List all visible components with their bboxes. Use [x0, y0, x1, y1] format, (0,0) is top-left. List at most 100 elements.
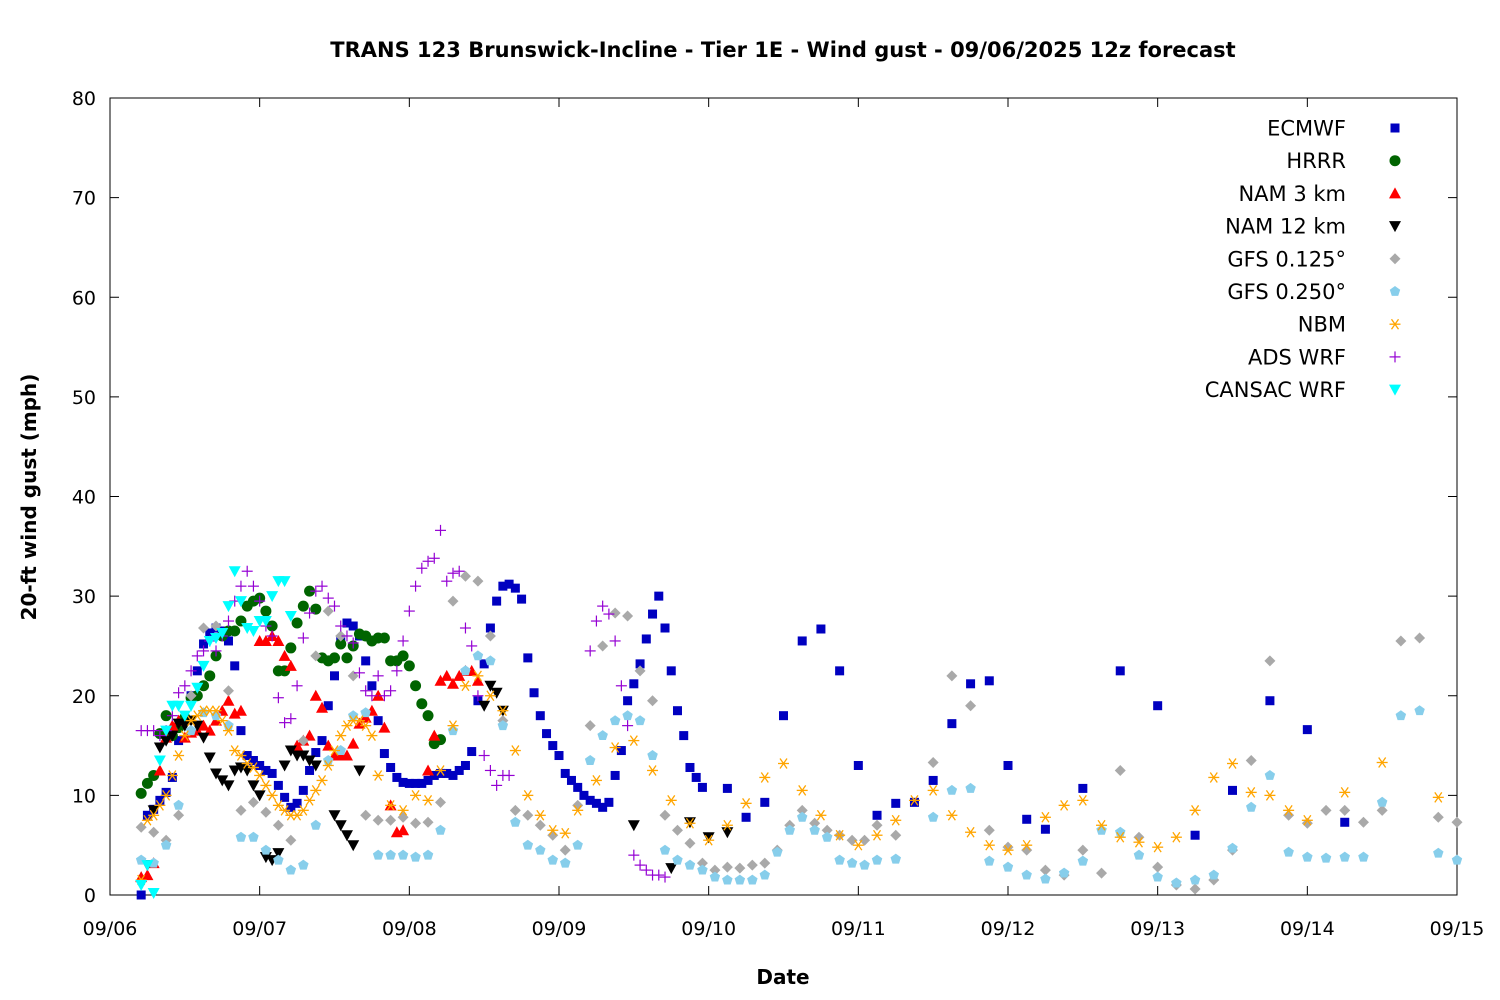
nam-3-km-point	[259, 634, 272, 646]
legend-item-ads-wrf: ADS WRF	[1248, 345, 1401, 369]
ads-wrf-point	[241, 565, 253, 577]
gfs-0-125-point	[709, 864, 721, 876]
ecmwf-point	[261, 765, 271, 775]
gfs-0-250-point	[684, 859, 696, 870]
ecmwf-point	[467, 747, 477, 757]
nbm-point	[148, 809, 160, 821]
hrrr-point	[285, 642, 297, 654]
nbm-point	[1133, 836, 1145, 848]
nbm-point	[335, 730, 347, 741]
y-tick-label: 50	[72, 387, 96, 409]
ads-wrf-point	[491, 779, 503, 791]
gfs-0-250-point	[797, 811, 808, 822]
ads-wrf-point	[653, 869, 665, 881]
ads-wrf-point	[597, 600, 609, 612]
nbm-point	[815, 809, 827, 821]
gfs-0-250-point	[1414, 705, 1425, 716]
y-tick-label: 10	[72, 785, 96, 807]
ecmwf-point	[255, 760, 265, 770]
nam-12-km-point	[353, 765, 366, 777]
gfs-0-125-point	[634, 665, 646, 677]
ads-wrf-point	[329, 600, 340, 612]
gfs-0-125-point	[509, 804, 521, 816]
gfs-0-250-point	[335, 745, 346, 755]
nbm-point	[647, 765, 659, 776]
hrrr-point	[410, 680, 422, 692]
gfs-0-250-point	[734, 874, 746, 885]
ecmwf-point	[305, 765, 315, 775]
nbm-point	[1002, 844, 1014, 856]
gfs-0-250-point	[435, 824, 446, 835]
cansac-wrf-point	[247, 625, 260, 637]
ecmwf-point	[598, 802, 608, 812]
gfs-0-250-point	[584, 755, 596, 765]
gfs-0-125-point	[1432, 811, 1444, 823]
data-series	[135, 524, 1463, 900]
ads-wrf-point	[435, 524, 447, 536]
hrrr-point	[229, 625, 241, 637]
ecmwf-point	[142, 810, 152, 820]
nam-3-km-point	[446, 677, 459, 689]
ads-wrf-point	[478, 750, 490, 762]
gfs-0-125-point	[1245, 755, 1257, 767]
ads-wrf-point	[659, 871, 671, 883]
ecmwf-point	[136, 890, 146, 900]
x-tick-label: 09/15	[1430, 918, 1485, 940]
cansac-wrf-point	[278, 576, 291, 588]
ecmwf-point	[623, 696, 633, 706]
nbm-point	[185, 715, 197, 727]
nbm-point	[1170, 831, 1182, 843]
ecmwf-point	[361, 656, 371, 666]
hrrr-point	[422, 710, 434, 722]
gfs-0-125-point	[1320, 804, 1332, 816]
gfs-0-125-point	[385, 814, 397, 826]
nbm-point	[341, 720, 353, 732]
gfs-0-125-point	[734, 862, 746, 874]
cansac-wrf-point	[153, 755, 166, 767]
gfs-0-250-point	[485, 655, 496, 666]
y-tick-label: 30	[72, 586, 96, 608]
gfs-0-250-point	[1433, 847, 1444, 858]
ecmwf-point	[679, 731, 689, 741]
nbm-point	[628, 735, 640, 746]
ads-wrf-point	[266, 630, 278, 642]
ecmwf-point	[205, 628, 215, 638]
nam-12-km-point	[665, 863, 678, 875]
nam-12-km-point	[203, 752, 216, 764]
ecmwf-point	[691, 772, 701, 782]
nbm-point	[260, 780, 272, 791]
ecmwf-point	[367, 681, 377, 691]
nbm-point	[759, 772, 771, 783]
nbm-point	[908, 794, 920, 806]
gfs-0-125-point	[1414, 632, 1426, 644]
nbm-point	[191, 710, 203, 722]
gfs-0-250-point	[235, 831, 247, 842]
ecmwf-point	[510, 583, 520, 593]
ads-wrf-point	[166, 710, 178, 722]
hrrr-point	[416, 698, 428, 710]
ecmwf-point	[573, 782, 583, 792]
ecmwf-point	[411, 778, 421, 788]
gfs-0-250-point	[447, 725, 459, 736]
gfs-0-250-point	[1021, 869, 1032, 880]
legend-marker	[1389, 253, 1401, 265]
ads-wrf-point	[191, 650, 203, 662]
ecmwf-point	[779, 711, 788, 721]
ecmwf-point	[311, 748, 321, 758]
y-tick-label: 70	[72, 188, 96, 210]
ecmwf-point	[423, 775, 433, 785]
ads-wrf-point	[584, 645, 596, 657]
hrrr-point	[329, 652, 340, 664]
ads-wrf-point	[347, 637, 359, 649]
legend-item-ecmwf: ECMWF	[1267, 117, 1400, 141]
ecmwf-point	[872, 810, 882, 820]
ecmwf-point	[947, 719, 957, 729]
nam-12-km-point	[166, 730, 179, 742]
ecmwf-point	[548, 741, 558, 751]
nam-3-km-point	[309, 689, 322, 701]
ads-wrf-point	[254, 595, 266, 607]
ecmwf-point	[436, 768, 446, 778]
gfs-0-125-point	[871, 819, 883, 831]
nbm-point	[366, 730, 378, 741]
